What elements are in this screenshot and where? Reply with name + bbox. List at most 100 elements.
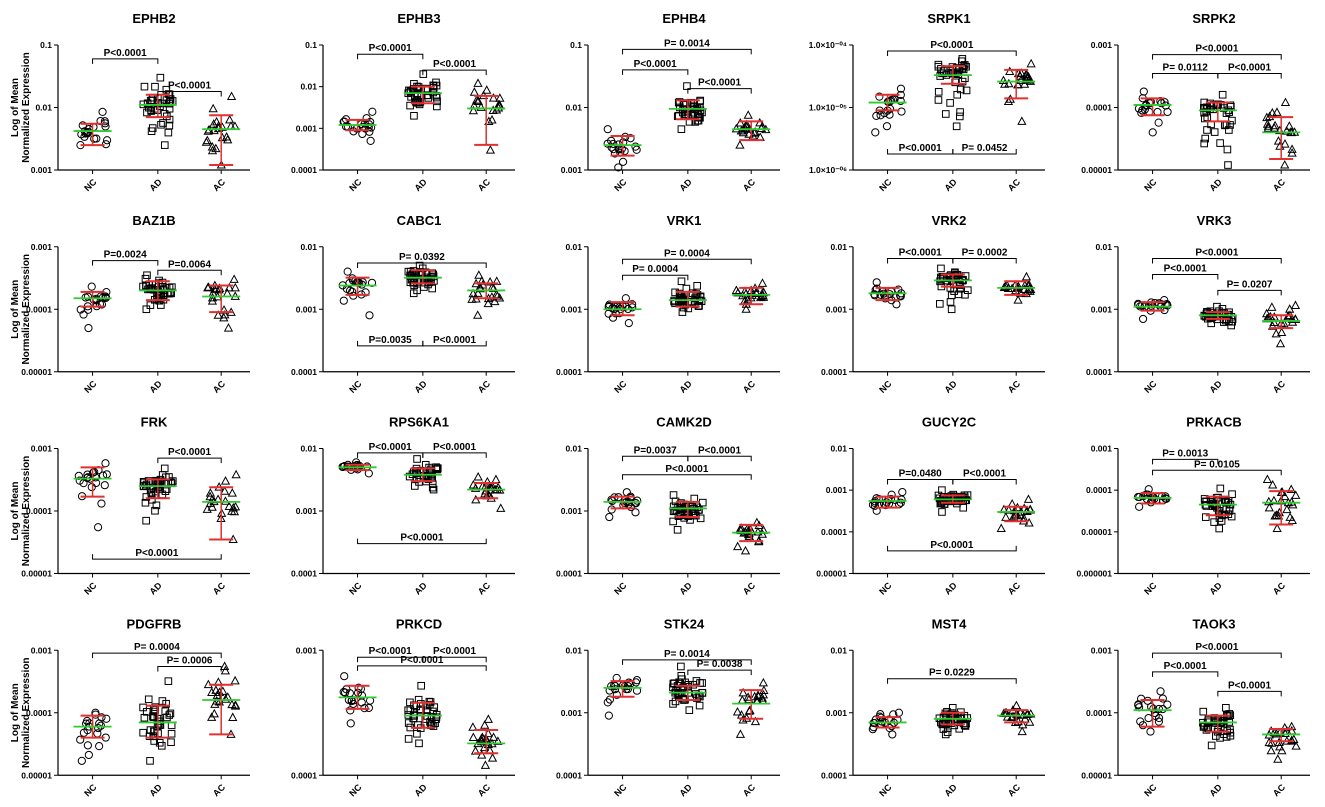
data-point-ad: [955, 724, 964, 733]
data-point-ad: [413, 455, 421, 463]
data-point-ac: [228, 712, 238, 721]
data-point-ad: [165, 99, 173, 108]
x-tick-label: AC: [741, 177, 758, 194]
data-point-ad: [959, 503, 968, 512]
data-point-ac: [231, 469, 241, 479]
data-point-ad: [676, 679, 685, 688]
data-point-ac: [488, 105, 498, 114]
data-point-ac: [756, 123, 767, 132]
p-value-label: P= 0.0014: [664, 38, 710, 49]
y-axis-label: Log of Mean: [10, 683, 21, 742]
data-point-ad: [695, 113, 703, 121]
data-point-ad: [161, 707, 170, 716]
data-point-ad: [415, 739, 423, 748]
x-tick-label: NC: [347, 580, 364, 597]
data-point-ad: [141, 498, 150, 507]
y-tick-label: 0.0001: [26, 708, 52, 718]
data-point-ac: [207, 712, 217, 721]
data-point-ad: [669, 491, 678, 499]
data-point-ad: [410, 281, 418, 290]
x-tick-label: NC: [82, 782, 99, 799]
y-axis-label: Normalized Expression: [21, 657, 32, 768]
p-value-label: P=0.0480: [899, 469, 943, 480]
data-point-ac: [1272, 107, 1282, 116]
y-tick-label: 0.001: [561, 304, 583, 314]
significance-bracket: [687, 669, 752, 676]
significance-bracket: [952, 257, 1017, 264]
y-tick-label: 0.01: [830, 242, 847, 252]
data-point-ac: [1262, 474, 1273, 484]
x-tick-label: AD: [678, 580, 695, 597]
data-point-nc: [366, 136, 375, 145]
data-point-ad: [142, 516, 150, 525]
data-point-ad: [934, 96, 943, 104]
significance-bracket: [622, 455, 689, 462]
data-point-ac: [1001, 512, 1011, 521]
data-point-ac: [757, 278, 768, 287]
data-point-nc: [1161, 300, 1170, 309]
significance-bracket: [92, 58, 159, 64]
panel-title: MST4: [932, 616, 967, 631]
data-point-ad: [934, 88, 943, 96]
data-point-nc: [97, 300, 107, 309]
data-point-ad: [143, 108, 151, 117]
x-tick-label: AC: [1006, 177, 1023, 194]
x-tick-label: AC: [741, 782, 758, 799]
panel-title: CABC1: [397, 213, 442, 228]
data-point-ad: [166, 95, 175, 103]
data-point-ac: [487, 753, 498, 762]
significance-bracket: [422, 452, 487, 458]
data-point-ad: [140, 713, 149, 722]
data-point-ad: [1226, 725, 1234, 734]
data-point-ac: [473, 96, 483, 105]
x-tick-label: AC: [476, 177, 493, 194]
data-point-ac: [741, 713, 752, 722]
data-point-nc: [1146, 727, 1155, 736]
data-point-ac: [468, 479, 478, 489]
data-point-ad: [1224, 498, 1232, 507]
data-point-nc: [897, 107, 906, 116]
significance-bracket: [887, 545, 1017, 552]
data-point-ad: [432, 78, 440, 87]
data-point-nc: [605, 695, 615, 704]
data-point-ad: [953, 90, 962, 99]
data-point-ad: [427, 275, 435, 283]
data-point-nc: [880, 291, 889, 300]
data-point-ac: [492, 276, 502, 285]
data-point-ad: [1227, 512, 1236, 521]
data-point-nc: [361, 288, 370, 297]
y-tick-label: 0.00001: [21, 770, 52, 780]
data-point-ad: [1199, 707, 1208, 716]
data-point-ad: [691, 294, 699, 303]
y-axis-label: Log of Mean: [10, 482, 21, 541]
panel-camk2d: CAMK2D 0.0001 0.001 0.01 NC AD AC P=0.0037 P<0.0…: [556, 415, 780, 597]
data-point-ad: [694, 506, 703, 514]
data-point-ac: [1010, 509, 1020, 518]
data-point-nc: [101, 292, 110, 301]
data-point-ac: [473, 78, 483, 87]
data-point-nc: [631, 508, 640, 517]
data-point-nc: [1158, 704, 1167, 714]
y-axis-label: Normalized Expression: [21, 254, 32, 365]
data-point-nc: [101, 459, 110, 468]
data-point-ad: [1203, 126, 1211, 134]
data-point-nc: [367, 278, 377, 287]
data-point-nc: [1154, 704, 1164, 714]
data-point-ac: [483, 298, 493, 308]
data-point-nc: [870, 501, 879, 510]
p-value-label: P<0.0001: [1164, 263, 1208, 274]
y-tick-label: 0.001: [31, 444, 53, 454]
data-point-ac: [1280, 139, 1290, 148]
data-point-ac: [221, 131, 232, 141]
data-point-ad: [147, 488, 156, 497]
data-point-ac: [488, 283, 499, 293]
x-tick-label: AC: [211, 177, 228, 194]
data-point-ac: [210, 699, 220, 708]
significance-bracket: [1152, 458, 1219, 465]
data-point-ad: [677, 662, 685, 671]
data-point-ad: [1201, 513, 1210, 521]
data-point-ac: [1264, 111, 1275, 121]
